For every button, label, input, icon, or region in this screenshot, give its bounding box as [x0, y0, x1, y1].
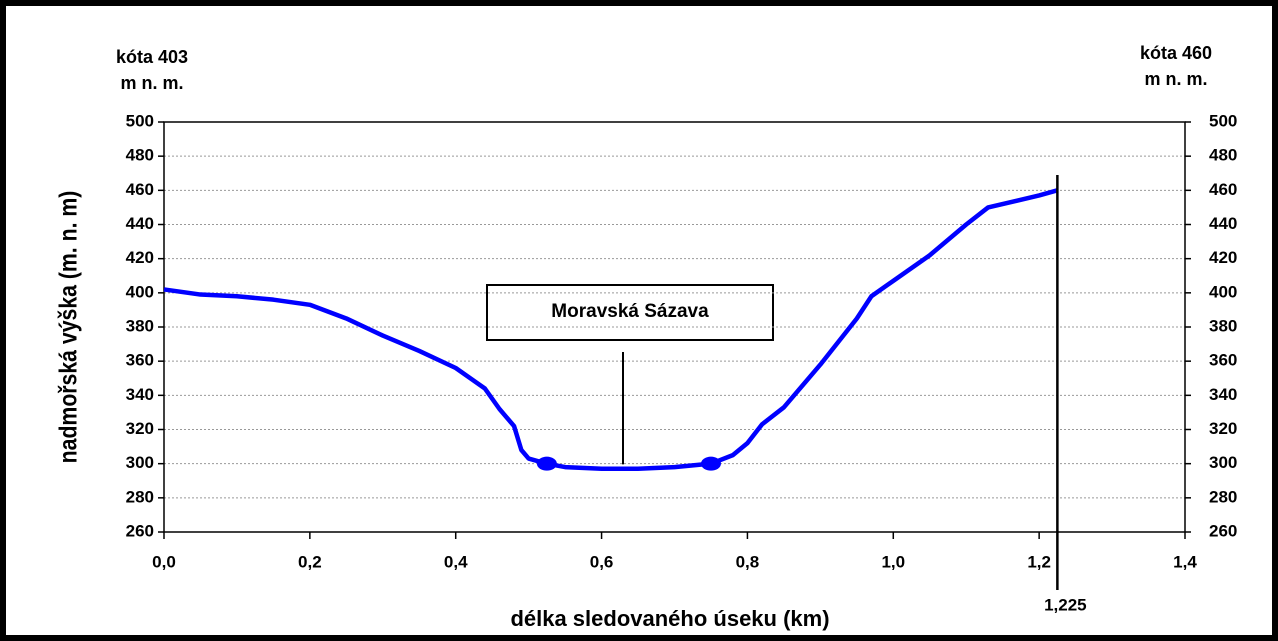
x-tick-label: 1,0 — [881, 552, 905, 571]
y-tick-label: 440 — [126, 214, 154, 233]
right-note: kóta 460 — [1140, 43, 1212, 63]
plot-area — [163, 121, 1186, 533]
x-tick-label: 0,4 — [444, 552, 468, 571]
line — [163, 188, 1058, 472]
y-tick-label: 500 — [126, 111, 154, 130]
x-tick-label: 1,4 — [1173, 552, 1197, 571]
x-tick-label: 0,6 — [590, 552, 614, 571]
y-tick-label: 380 — [126, 316, 154, 335]
y2-tick-label: 280 — [1209, 487, 1237, 506]
y-tick-label: 480 — [126, 146, 154, 165]
y-tick-label: 460 — [126, 180, 154, 199]
y2-tick-label: 480 — [1209, 146, 1237, 165]
x-tick-label: 0,0 — [152, 552, 176, 571]
vline-label: 1,225 — [1044, 595, 1087, 614]
point — [700, 456, 721, 471]
y2-tick-label: 500 — [1209, 111, 1237, 130]
y-tick-label: 420 — [126, 248, 154, 267]
y-tick-label: 320 — [126, 419, 154, 438]
y-tick-label: 280 — [126, 487, 154, 506]
annotation: Moravská Sázava — [551, 301, 709, 322]
annotation-box — [486, 284, 774, 341]
right-note: m n. m. — [1144, 69, 1207, 89]
y-tick-label: 400 — [126, 282, 154, 301]
y-tick-label: 340 — [126, 385, 154, 404]
y2-tick-label: 340 — [1209, 385, 1237, 404]
y2-tick-label: 380 — [1209, 316, 1237, 335]
left-note: m n. m. — [120, 73, 183, 93]
y2-tick-label: 460 — [1209, 180, 1237, 199]
y2-tick-label: 320 — [1209, 419, 1237, 438]
y2-tick-label: 260 — [1209, 521, 1237, 540]
y2-tick-label: 300 — [1209, 453, 1237, 472]
x-tick-label: 1,2 — [1027, 552, 1051, 571]
y-tick-label: 260 — [126, 521, 154, 540]
x-tick-label: 0,8 — [736, 552, 760, 571]
y-tick-label: 300 — [126, 453, 154, 472]
y2-tick-label: 420 — [1209, 248, 1237, 267]
left-note: kóta 403 — [116, 47, 188, 67]
x-tick-label: 0,2 — [298, 552, 322, 571]
y-axis-label: nadmořská výška (m. n. m) — [54, 191, 82, 464]
y2-tick-label: 360 — [1209, 351, 1237, 370]
y-tick-label: 360 — [126, 351, 154, 370]
x-axis-label: délka sledovaného úseku (km) — [510, 606, 829, 631]
y2-tick-label: 440 — [1209, 214, 1237, 233]
point — [536, 456, 557, 471]
y2-tick-label: 400 — [1209, 282, 1237, 301]
